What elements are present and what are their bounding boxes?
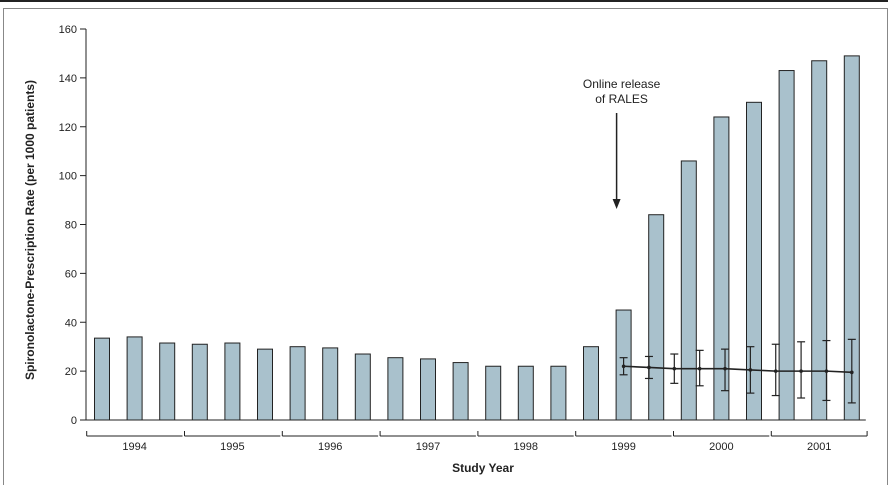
- expected-point: [748, 368, 753, 372]
- bar: [680, 160, 697, 421]
- year-label: 2000: [709, 441, 733, 453]
- bar: [550, 365, 567, 421]
- expected-rate-trend: [623, 365, 852, 374]
- y-axis-title: Spironolactone-Prescription Rate (per 10…: [23, 80, 37, 380]
- bar: [257, 348, 273, 421]
- y-tick-label: 40: [65, 317, 77, 329]
- bars: [86, 55, 866, 421]
- bar: [387, 357, 404, 421]
- year-label: 1997: [416, 441, 440, 453]
- bar: [420, 358, 436, 421]
- annotation-text: Online release: [583, 77, 661, 91]
- bar: [746, 101, 762, 421]
- expected-point: [697, 366, 702, 371]
- y-tick-label: 100: [59, 171, 77, 183]
- x-axis: 1994 1995 1996 1997 1998 1999 2000 2001: [86, 431, 868, 453]
- expected-point: [799, 369, 803, 373]
- panel-left-border: [3, 8, 4, 485]
- bar: [94, 337, 110, 421]
- bar: [354, 353, 371, 421]
- expected-point: [773, 369, 778, 373]
- bar: [778, 70, 795, 421]
- bar: [322, 347, 339, 421]
- bar: [224, 342, 241, 421]
- y-tick-label: 160: [59, 24, 77, 36]
- bar: [517, 365, 534, 421]
- annotation-text: of RALES: [595, 92, 648, 106]
- year-label: 1996: [318, 441, 342, 453]
- expected-point: [723, 366, 727, 371]
- bar: [583, 346, 599, 421]
- x-axis-title: Study Year: [452, 461, 514, 475]
- year-label: 2001: [807, 441, 831, 453]
- y-tick-label: 80: [65, 220, 77, 232]
- bar: [452, 362, 469, 421]
- expected-point: [647, 365, 651, 370]
- year-label: 1998: [514, 441, 538, 453]
- y-tick-label: 60: [65, 268, 77, 280]
- bar: [485, 365, 502, 421]
- bar: [811, 60, 828, 421]
- bar: [126, 336, 143, 421]
- bar: [289, 346, 306, 421]
- year-label: 1999: [611, 441, 635, 453]
- annotation-arrow-head: [612, 199, 621, 209]
- top-rule: [0, 0, 888, 2]
- expected-point: [824, 369, 829, 373]
- expected-point: [621, 364, 626, 369]
- y-tick-label: 120: [59, 122, 77, 134]
- expected-point: [850, 370, 854, 375]
- expected-point: [672, 366, 677, 371]
- expected-rate-line: [619, 338, 856, 404]
- panel-top-border: [3, 8, 888, 9]
- bar: [648, 214, 665, 421]
- year-label: 1995: [220, 441, 244, 453]
- bar: [191, 343, 208, 421]
- year-label: 1994: [122, 441, 146, 453]
- y-tick-label: 0: [71, 415, 77, 427]
- bar: [159, 342, 176, 421]
- y-axis: 0 20 40 60 80 100 120 140 160: [59, 24, 87, 427]
- bar: [713, 116, 730, 421]
- y-tick-label: 20: [65, 366, 77, 378]
- y-tick-label: 140: [59, 73, 77, 85]
